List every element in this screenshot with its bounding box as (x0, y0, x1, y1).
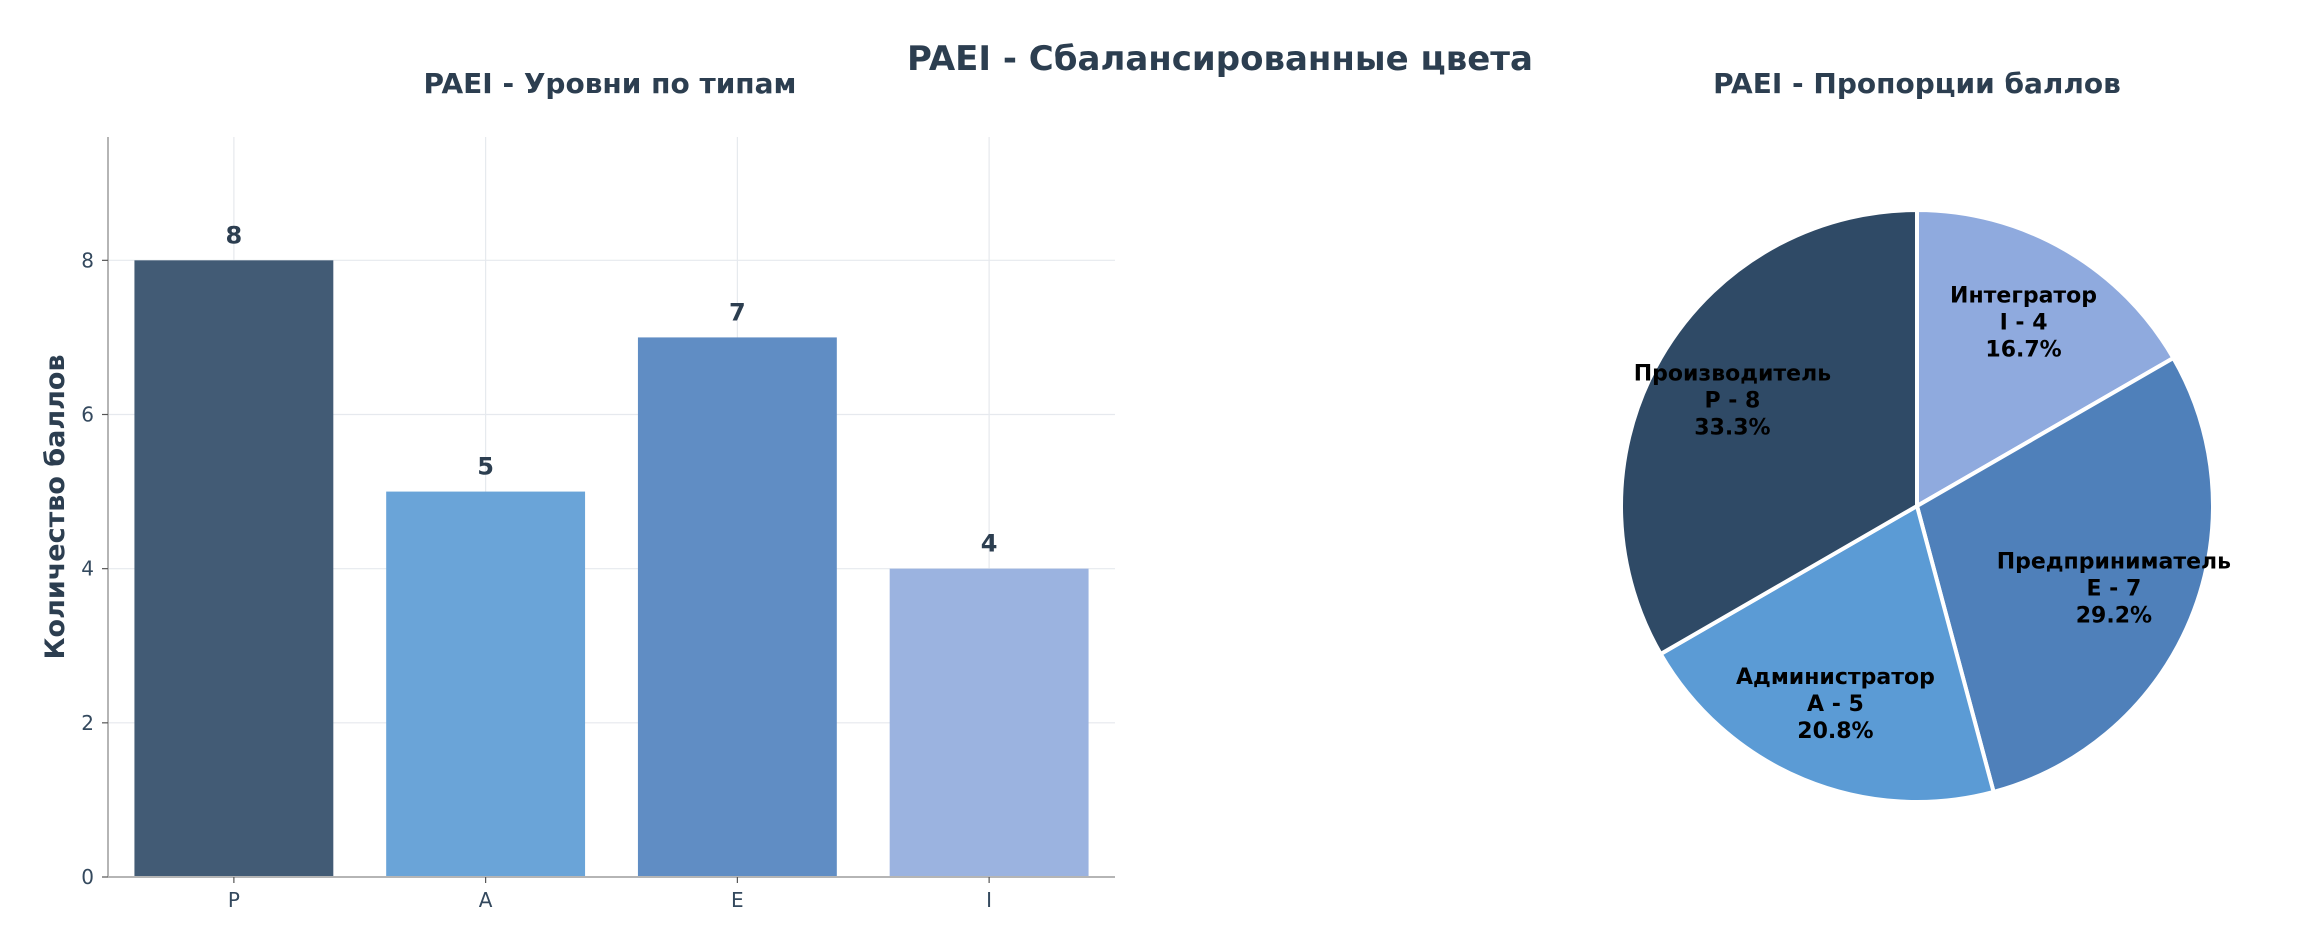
pie-label-code: A - 5 (1807, 692, 1864, 717)
pie-label-percent: 16.7% (1985, 337, 2061, 362)
pie-label-percent: 33.3% (1694, 415, 1770, 440)
y-tick-label: 4 (81, 557, 94, 581)
bar-I (889, 568, 1089, 877)
bar-value-label: 8 (226, 221, 243, 249)
bar-value-label: 7 (729, 298, 746, 326)
bar-E (637, 337, 837, 878)
y-tick-label: 0 (81, 865, 94, 889)
bar-series (134, 260, 1089, 878)
pie-slice-I (1915, 208, 2176, 508)
pie-slice-E (1915, 356, 2215, 794)
pie-label-name: Администратор (1736, 665, 1935, 690)
pie-slice-A (1658, 504, 1996, 804)
x-tick-label: E (731, 888, 744, 912)
pie-label-percent: 20.8% (1797, 719, 1873, 744)
x-tick-label: I (986, 888, 992, 912)
pie-label-code: E - 7 (2086, 577, 2141, 602)
bar-value-label: 5 (477, 453, 494, 481)
pie-slice-P (1619, 208, 1919, 656)
y-tick-label: 6 (81, 403, 94, 427)
bar-value-labels: 8 5 7 4 (226, 221, 998, 557)
y-tick-label: 2 (81, 711, 94, 735)
pie-label-percent: 29.2% (2076, 604, 2152, 629)
pie-label-code: I - 4 (2000, 310, 2048, 335)
bar-A (386, 491, 586, 877)
pie-label-name: Интегратор (1950, 283, 2097, 308)
pie-slices (1619, 208, 2215, 804)
bar-P (134, 260, 334, 877)
pie-label-name: Предприниматель (1997, 550, 2231, 575)
pie-label-code: P - 8 (1704, 388, 1760, 413)
bar-y-ticks: 0 2 4 6 8 (81, 248, 108, 889)
x-tick-label: A (479, 888, 493, 912)
pie-chart-title: PAEI - Пропорции баллов (1713, 67, 2121, 100)
bar-chart-title: PAEI - Уровни по типам (424, 67, 797, 100)
y-tick-label: 8 (81, 248, 94, 272)
pie-label-name: Производитель (1634, 361, 1831, 386)
figure-title: PAEI - Сбалансированные цвета (907, 39, 1533, 79)
bar-value-label: 4 (981, 530, 998, 558)
bar-y-axis-label: Количество баллов (40, 354, 71, 659)
x-tick-label: P (228, 888, 240, 912)
bar-chart: PAEI - Уровни по типам 0 2 4 6 8 P A E I 8 5 7 4 К… (40, 67, 1115, 912)
